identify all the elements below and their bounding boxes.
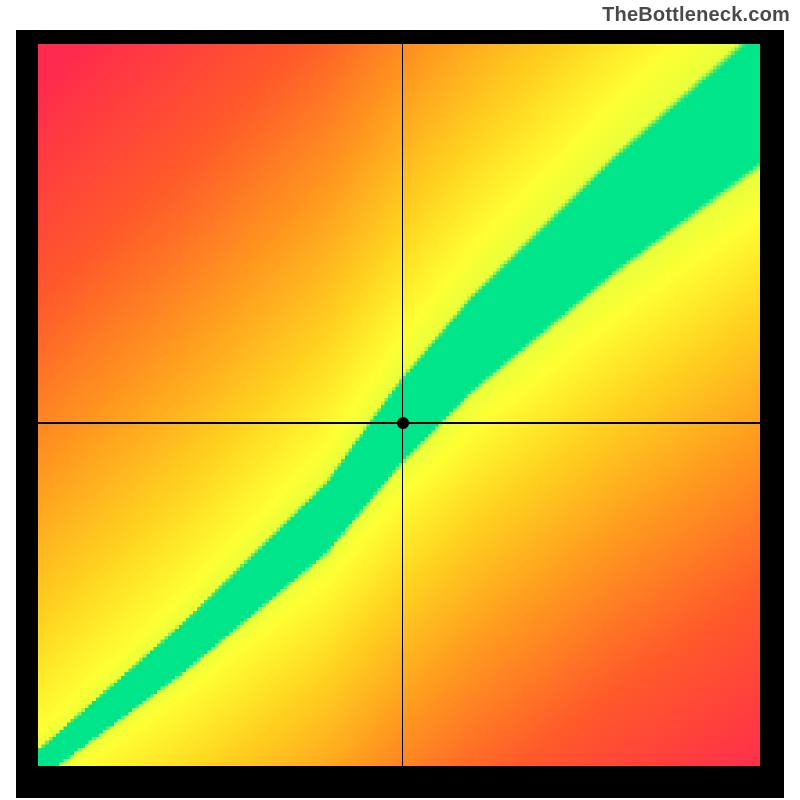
bottleneck-heatmap <box>38 44 760 766</box>
target-marker <box>397 417 409 429</box>
crosshair-vertical <box>402 44 404 766</box>
chart-container: TheBottleneck.com <box>0 0 800 800</box>
chart-frame <box>16 30 784 798</box>
watermark-text: TheBottleneck.com <box>602 4 790 27</box>
